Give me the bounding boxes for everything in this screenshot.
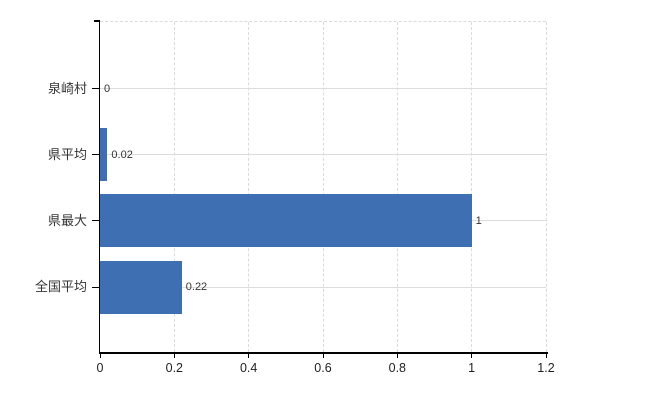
x-tick-label: 0.6 bbox=[314, 361, 332, 375]
y-tick bbox=[92, 286, 100, 288]
y-tick bbox=[92, 154, 100, 156]
x-gridline bbox=[248, 21, 250, 352]
category-label: 全国平均 bbox=[34, 279, 87, 294]
x-tick-label: 1.2 bbox=[537, 361, 555, 375]
value-label: 0.22 bbox=[185, 281, 208, 293]
y-tick bbox=[92, 88, 100, 89]
x-tick bbox=[471, 353, 473, 358]
bar bbox=[100, 194, 472, 248]
category-label: 泉崎村 bbox=[47, 80, 87, 96]
y-gridline bbox=[100, 88, 546, 89]
x-gridline bbox=[471, 21, 473, 352]
category-label: 県最大 bbox=[47, 212, 87, 228]
x-tick-label: 0.4 bbox=[239, 361, 258, 375]
y-gridline bbox=[100, 154, 546, 156]
x-tick-label: 0.2 bbox=[165, 361, 184, 375]
bar bbox=[100, 128, 108, 182]
x-tick bbox=[322, 353, 324, 358]
y-axis-top-tick bbox=[93, 20, 100, 22]
value-label: 1 bbox=[475, 214, 482, 227]
x-tick-label: 0.8 bbox=[388, 361, 407, 375]
x-gridline bbox=[545, 21, 547, 352]
bar bbox=[100, 260, 182, 314]
x-tick bbox=[99, 353, 101, 358]
x-gridline bbox=[173, 21, 175, 352]
x-tick-label: 1 bbox=[468, 361, 476, 375]
value-label: 0.02 bbox=[111, 148, 133, 161]
x-tick bbox=[396, 353, 398, 358]
value-label: 0 bbox=[104, 82, 111, 95]
y-tick bbox=[92, 220, 100, 222]
y-gridline bbox=[100, 286, 546, 288]
x-tick-label: 0 bbox=[96, 361, 104, 375]
x-gridline bbox=[396, 21, 398, 352]
category-label: 県平均 bbox=[47, 146, 87, 162]
x-gridline bbox=[322, 21, 324, 352]
y-axis-line bbox=[98, 20, 100, 354]
x-tick bbox=[248, 353, 250, 358]
x-axis-line bbox=[98, 352, 548, 354]
x-tick bbox=[545, 353, 547, 358]
x-tick bbox=[173, 353, 175, 358]
